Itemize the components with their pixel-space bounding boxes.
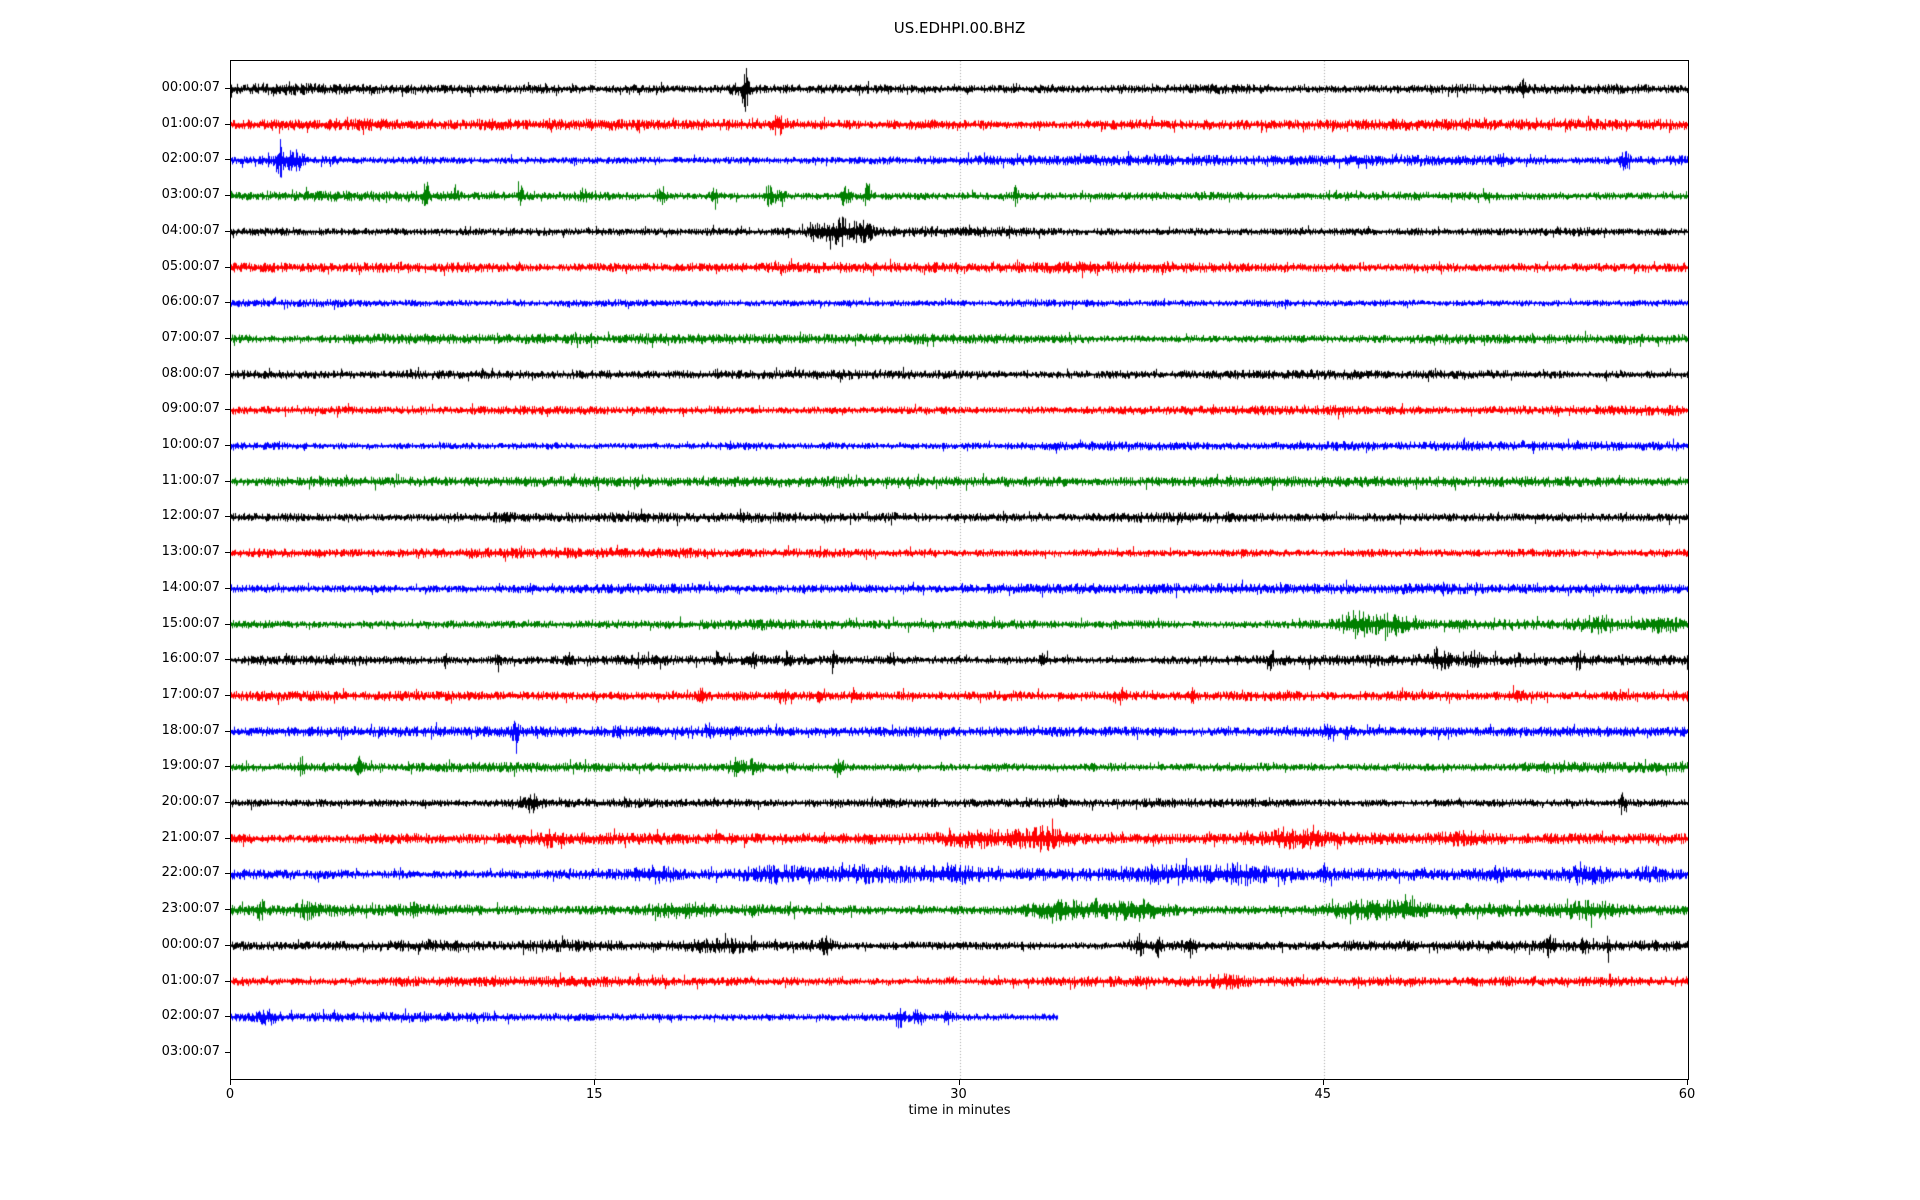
plot-area — [230, 60, 1689, 1080]
y-axis-label: 00:00:07 — [161, 936, 220, 952]
y-axis-label: 03:00:07 — [161, 1043, 220, 1059]
y-axis-label: 15:00:07 — [161, 615, 220, 631]
y-axis-label: 14:00:07 — [161, 579, 220, 595]
y-axis-label: 02:00:07 — [161, 1008, 220, 1024]
y-axis-label: 02:00:07 — [161, 151, 220, 167]
y-axis-label: 08:00:07 — [161, 365, 220, 381]
y-axis-label: 01:00:07 — [161, 115, 220, 131]
x-axis-tick — [594, 1080, 596, 1085]
y-axis-label: 11:00:07 — [161, 472, 220, 488]
x-axis-tick-label: 15 — [585, 1087, 603, 1102]
y-axis-label: 00:00:07 — [161, 80, 220, 95]
x-axis-tick — [1687, 1080, 1688, 1085]
x-axis-tick-label: 30 — [950, 1087, 967, 1102]
x-axis-tick — [1322, 1080, 1324, 1085]
y-axis-label: 09:00:07 — [161, 401, 220, 417]
y-axis-label: 17:00:07 — [161, 686, 220, 702]
y-axis-label: 20:00:07 — [161, 794, 220, 809]
y-axis-label: 19:00:07 — [161, 758, 220, 774]
x-axis-tick-label: 0 — [225, 1087, 235, 1102]
y-axis-label: 22:00:07 — [161, 865, 220, 881]
y-axis-label: 18:00:07 — [161, 722, 220, 738]
y-axis-label: 21:00:07 — [161, 829, 220, 845]
y-axis-label: 04:00:07 — [161, 222, 220, 238]
x-axis-tick — [230, 1080, 231, 1085]
y-axis-label: 10:00:07 — [161, 437, 220, 452]
y-axis-label: 13:00:07 — [161, 544, 220, 560]
x-axis-tick — [958, 1080, 960, 1085]
x-axis-tick-label: 45 — [1314, 1087, 1332, 1102]
x-axis-tick-label: 60 — [1678, 1087, 1696, 1102]
y-axis-label: 01:00:07 — [161, 972, 220, 988]
y-axis-label: 06:00:07 — [161, 294, 220, 310]
y-axis-label: 16:00:07 — [161, 651, 220, 667]
seismogram-canvas — [231, 61, 1688, 1079]
y-axis-label: 03:00:07 — [161, 187, 220, 203]
y-axis-label: 12:00:07 — [161, 508, 220, 524]
x-axis-label: time in minutes — [908, 1103, 1011, 1118]
y-axis-label: 07:00:07 — [161, 329, 220, 345]
y-axis-label: 05:00:07 — [161, 258, 220, 274]
y-axis-label: 23:00:07 — [161, 901, 220, 917]
chart-title: US.EDHPI.00.BHZ — [893, 19, 1026, 37]
